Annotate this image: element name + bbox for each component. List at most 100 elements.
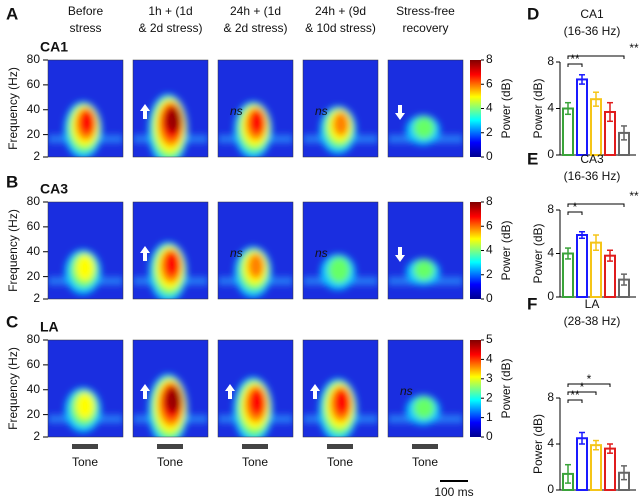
tone-bar — [242, 444, 268, 449]
spectrogram-frame — [387, 339, 464, 438]
tone-bar — [157, 444, 183, 449]
colorbar-tick-label: 6 — [486, 76, 493, 90]
y-tick-label: 8 — [547, 390, 554, 404]
y-tick-label: 20 — [27, 407, 41, 421]
y-tick-label: 2 — [33, 291, 40, 305]
y-tick-label: 40 — [27, 102, 41, 116]
chart-title: CA1 — [580, 7, 604, 21]
spectrogram-frame — [302, 339, 379, 438]
spectrogram-frame — [387, 201, 464, 300]
annotation: ns — [315, 104, 328, 118]
column-header: Stress-free — [396, 4, 455, 18]
arrow — [140, 384, 150, 399]
spectrogram-frame — [132, 201, 209, 300]
significance-bracket — [567, 383, 611, 387]
tone-bar — [72, 444, 98, 449]
chart-title: LA — [585, 297, 600, 311]
panel-letter: B — [6, 172, 18, 191]
y-tick-label: 0 — [547, 289, 554, 303]
spectrogram-image — [48, 340, 123, 437]
colorbar-tick-label: 4 — [486, 352, 493, 366]
spectrogram-blob — [388, 258, 463, 286]
y-tick-label: 60 — [27, 357, 41, 371]
bar — [590, 98, 602, 156]
bar — [604, 447, 616, 492]
spectrogram-image — [218, 60, 293, 157]
significance-label: ** — [629, 41, 639, 55]
spectrogram-image — [303, 202, 378, 299]
significance-bracket — [567, 203, 625, 207]
x-label: Tone — [242, 455, 268, 469]
spectrogram — [217, 201, 294, 300]
column-header: & 2d stress) — [223, 21, 287, 35]
blob-layer — [327, 256, 351, 284]
blob-layer — [165, 107, 181, 133]
panel-letter: D — [527, 4, 539, 23]
blob-layer — [333, 112, 349, 136]
spectrogram-image — [133, 60, 208, 157]
y-tick-label: 60 — [27, 219, 41, 233]
y-tick-label: 80 — [27, 52, 41, 66]
colorbar-tick-label: 2 — [486, 125, 493, 139]
y-tick-label: 60 — [27, 77, 41, 91]
significance-bracket — [567, 211, 583, 215]
y-axis-label: Frequency (Hz) — [6, 209, 20, 292]
spectrogram-blob — [133, 94, 208, 157]
y-tick-label: 20 — [27, 269, 41, 283]
spectrogram-image — [48, 60, 123, 157]
y-tick-label: 20 — [27, 127, 41, 141]
spectrogram-frame — [132, 59, 209, 158]
y-tick-label: 8 — [547, 202, 554, 216]
colorbar-tick-label: 2 — [486, 390, 493, 404]
colorbar-tick-label: 0 — [486, 291, 493, 305]
significance-label: * — [573, 200, 578, 214]
colorbar-label: Power (dB) — [499, 220, 513, 280]
blob-layer — [249, 109, 265, 135]
panel-letter: A — [6, 4, 18, 23]
spectrogram-frame — [217, 201, 294, 300]
panel-letter: E — [527, 149, 538, 168]
significance-bracket — [567, 399, 583, 403]
colorbar — [470, 60, 481, 157]
colorbar — [470, 340, 481, 437]
significance-label: * — [580, 380, 585, 394]
y-axis-label: Frequency (Hz) — [6, 347, 20, 430]
column-header: stress — [69, 21, 101, 35]
spectrogram-blob — [218, 377, 293, 437]
colorbar-tick-label: 0 — [486, 429, 493, 443]
annotation: ns — [315, 246, 328, 260]
bar — [576, 437, 588, 491]
spectrogram-blob — [388, 395, 463, 425]
spectrogram — [47, 339, 124, 438]
arrow — [310, 384, 320, 399]
region-label: CA1 — [40, 39, 68, 55]
panel-letter: C — [6, 312, 18, 331]
annotation: ns — [400, 384, 413, 398]
spectrogram-blob — [48, 387, 123, 433]
spectrogram — [302, 59, 379, 158]
colorbar-tick-label: 4 — [486, 101, 493, 115]
spectrogram — [217, 59, 294, 158]
region-label: LA — [40, 319, 59, 335]
y-tick-label: 0 — [547, 482, 554, 496]
colorbar-tick-label: 4 — [486, 243, 493, 257]
bar — [604, 254, 616, 299]
bar — [576, 234, 588, 298]
arrow — [225, 384, 235, 399]
spectrogram — [132, 59, 209, 158]
colorbar-label: Power (dB) — [499, 78, 513, 138]
column-header: & 2d stress) — [138, 21, 202, 35]
colorbar-tick-label: 8 — [486, 52, 493, 66]
y-tick-label: 4 — [547, 246, 554, 260]
y-tick-label: 80 — [27, 332, 41, 346]
blob-layer — [334, 389, 350, 415]
spectrogram-frame — [217, 59, 294, 158]
y-tick-label: 80 — [27, 194, 41, 208]
y-tick-label: 40 — [27, 382, 41, 396]
blob-layer — [165, 387, 181, 413]
spectrogram-blob — [218, 246, 293, 298]
spectrogram-image — [303, 340, 378, 437]
spectrogram — [387, 339, 464, 438]
colorbar — [470, 202, 481, 299]
column-header: recovery — [402, 21, 448, 35]
